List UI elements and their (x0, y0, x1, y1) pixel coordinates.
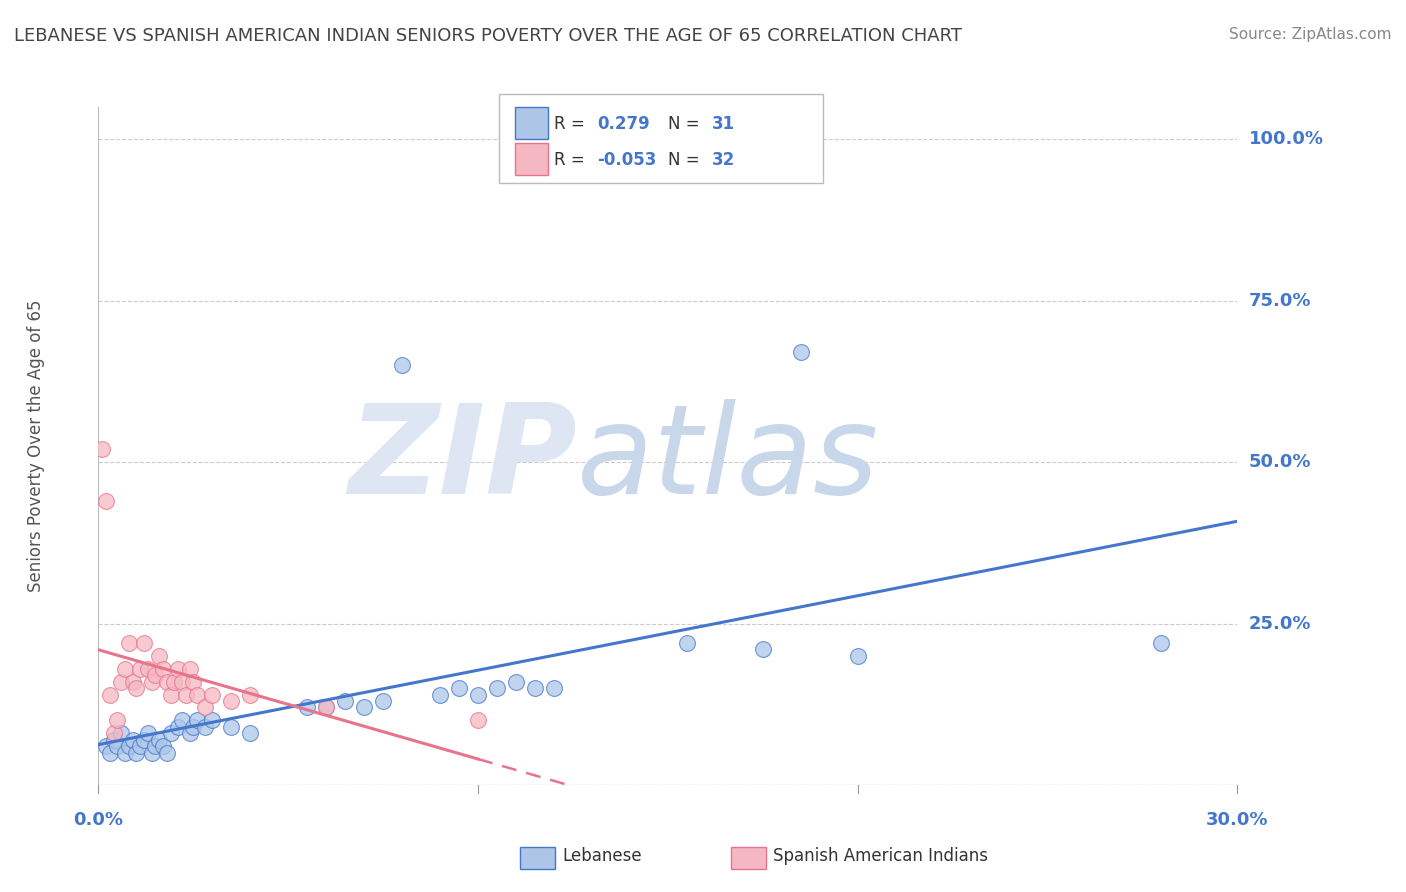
Text: ZIP: ZIP (349, 399, 576, 520)
Point (335, 694, 357, 708)
Text: 32: 32 (711, 151, 735, 169)
Text: 31: 31 (711, 115, 734, 133)
Text: Seniors Poverty Over the Age of 65: Seniors Poverty Over the Age of 65 (27, 300, 45, 592)
Point (132, 636, 155, 650)
Point (129, 662, 152, 676)
Point (121, 732, 143, 747)
Point (467, 688, 489, 702)
Point (94, 494, 117, 508)
Point (752, 642, 775, 657)
Point (201, 688, 224, 702)
Point (167, 720, 190, 734)
Point (179, 726, 201, 740)
Point (524, 681, 547, 695)
Point (163, 674, 186, 689)
Point (159, 688, 181, 702)
Point (486, 681, 509, 695)
Point (152, 662, 174, 676)
Point (107, 714, 129, 728)
Point (179, 662, 201, 676)
Point (505, 674, 527, 689)
Point (186, 714, 208, 728)
Text: 30.0%: 30.0% (1206, 811, 1268, 829)
Point (239, 688, 262, 702)
Point (103, 726, 125, 740)
Point (156, 674, 179, 689)
Point (125, 746, 148, 760)
Point (353, 700, 375, 714)
Point (159, 726, 181, 740)
Text: Spanish American Indians: Spanish American Indians (773, 847, 988, 865)
Text: 75.0%: 75.0% (1249, 292, 1312, 310)
Point (118, 739, 141, 754)
Point (201, 714, 224, 728)
Point (141, 674, 163, 689)
Point (110, 726, 132, 740)
Point (98, 746, 121, 760)
Point (91, 442, 114, 457)
Point (676, 636, 699, 650)
Point (391, 359, 413, 373)
Point (148, 732, 170, 747)
Point (110, 674, 132, 689)
Point (114, 662, 136, 676)
Point (315, 700, 337, 714)
Point (429, 688, 451, 702)
Point (1150, 636, 1173, 650)
Point (156, 746, 179, 760)
Point (148, 648, 170, 663)
Text: 0.0%: 0.0% (73, 811, 124, 829)
Point (136, 662, 159, 676)
Point (141, 746, 163, 760)
Point (221, 694, 243, 708)
Point (297, 700, 319, 714)
Point (194, 720, 217, 734)
Point (170, 714, 193, 728)
Point (174, 688, 197, 702)
Text: 25.0%: 25.0% (1249, 615, 1312, 632)
Point (183, 674, 205, 689)
Text: LEBANESE VS SPANISH AMERICAN INDIAN SENIORS POVERTY OVER THE AGE OF 65 CORRELATI: LEBANESE VS SPANISH AMERICAN INDIAN SENI… (14, 27, 962, 45)
Text: 50.0%: 50.0% (1249, 453, 1312, 471)
Point (239, 726, 262, 740)
Text: R =: R = (554, 151, 591, 169)
Point (152, 739, 174, 754)
Text: 100.0%: 100.0% (1249, 130, 1323, 148)
Point (145, 739, 167, 754)
Point (186, 688, 208, 702)
Point (846, 648, 869, 663)
Point (103, 732, 125, 747)
Text: R =: R = (554, 115, 591, 133)
Text: -0.053: -0.053 (598, 151, 657, 169)
Point (790, 345, 813, 359)
Point (121, 674, 143, 689)
Text: Source: ZipAtlas.com: Source: ZipAtlas.com (1229, 27, 1392, 42)
Point (221, 720, 243, 734)
Point (118, 636, 141, 650)
Point (136, 726, 159, 740)
Point (125, 681, 148, 695)
Point (107, 739, 129, 754)
Point (129, 739, 152, 754)
Point (467, 714, 489, 728)
Point (114, 746, 136, 760)
Point (449, 681, 471, 695)
Point (94, 739, 117, 754)
Text: Lebanese: Lebanese (562, 847, 643, 865)
Point (170, 674, 193, 689)
Point (315, 700, 337, 714)
Text: 0.279: 0.279 (598, 115, 651, 133)
Point (371, 694, 394, 708)
Point (194, 700, 217, 714)
Point (98, 688, 121, 702)
Point (167, 662, 190, 676)
Text: N =: N = (668, 115, 704, 133)
Text: atlas: atlas (576, 399, 879, 520)
Point (132, 732, 155, 747)
Text: N =: N = (668, 151, 704, 169)
Point (543, 681, 565, 695)
Point (145, 668, 167, 682)
Point (183, 720, 205, 734)
